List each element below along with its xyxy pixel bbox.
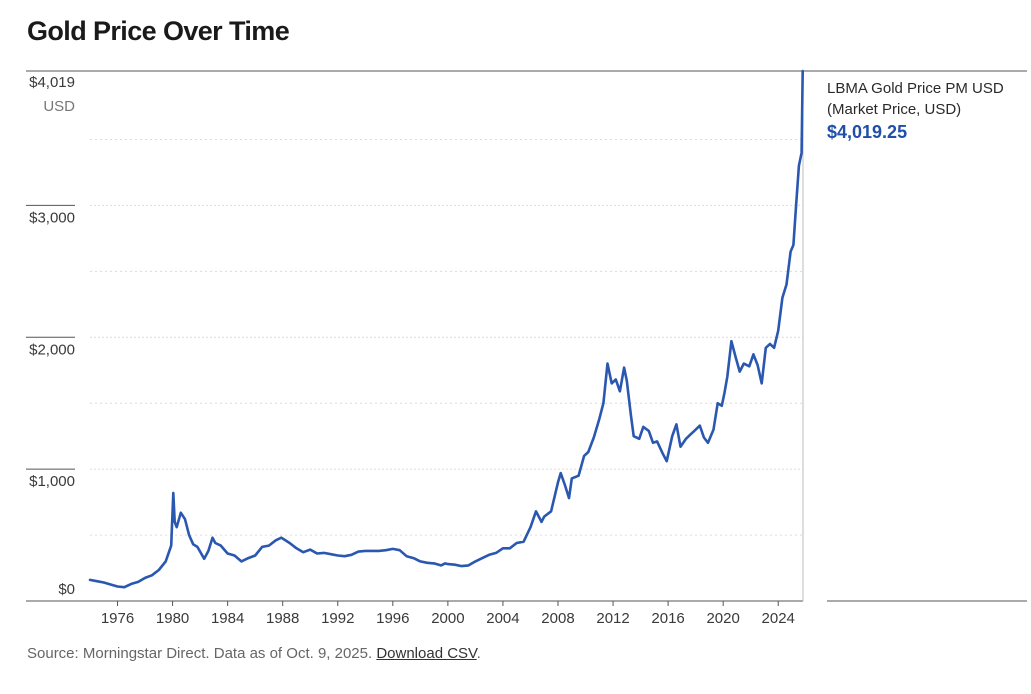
series-layer	[88, 69, 805, 589]
legend: LBMA Gold Price PM USD (Market Price, US…	[827, 78, 1027, 143]
x-tick-label: 1988	[266, 610, 299, 627]
y-tick-label: $1,000	[29, 473, 75, 490]
x-tick-label: 1992	[321, 610, 354, 627]
x-tick-label: 2016	[651, 610, 684, 627]
chart-title: Gold Price Over Time	[27, 16, 290, 46]
axes	[26, 70, 1027, 606]
legend-latest-value: $4,019.25	[827, 122, 908, 142]
x-tick-label: 2004	[486, 610, 519, 627]
x-tick-label: 1976	[101, 610, 134, 627]
x-tick-label: 2020	[706, 610, 739, 627]
x-tick-label: 1980	[156, 610, 189, 627]
y-tick-label: $3,000	[29, 209, 75, 226]
y-tick-label: $0	[58, 581, 75, 598]
x-tick-label: 2012	[596, 610, 629, 627]
x-tick-label: 2008	[541, 610, 574, 627]
legend-series-name: LBMA Gold Price PM USD	[827, 80, 1004, 97]
y-unit-label: USD	[43, 98, 75, 115]
source-note: Source: Morningstar Direct. Data as of O…	[27, 645, 481, 662]
download-csv-link[interactable]: Download CSV	[376, 645, 477, 662]
source-end: .	[476, 645, 481, 662]
x-tick-label: 1996	[376, 610, 409, 627]
tick-labels: $0 $1,000 $2,000 $3,000 $4,019 USD 1976 1980 198…	[29, 74, 795, 627]
y-tick-label: $2,000	[29, 341, 75, 358]
legend-series-unit: (Market Price, USD)	[827, 101, 962, 118]
x-tick-label: 2000	[431, 610, 464, 627]
gridlines	[90, 138, 803, 536]
source-text: Source: Morningstar Direct. Data as of O…	[27, 645, 377, 662]
x-tick-label: 1984	[211, 610, 244, 627]
series-line-gold-price	[88, 69, 805, 589]
x-tick-label: 2024	[762, 610, 795, 627]
y-tick-label: $4,019	[29, 74, 75, 91]
